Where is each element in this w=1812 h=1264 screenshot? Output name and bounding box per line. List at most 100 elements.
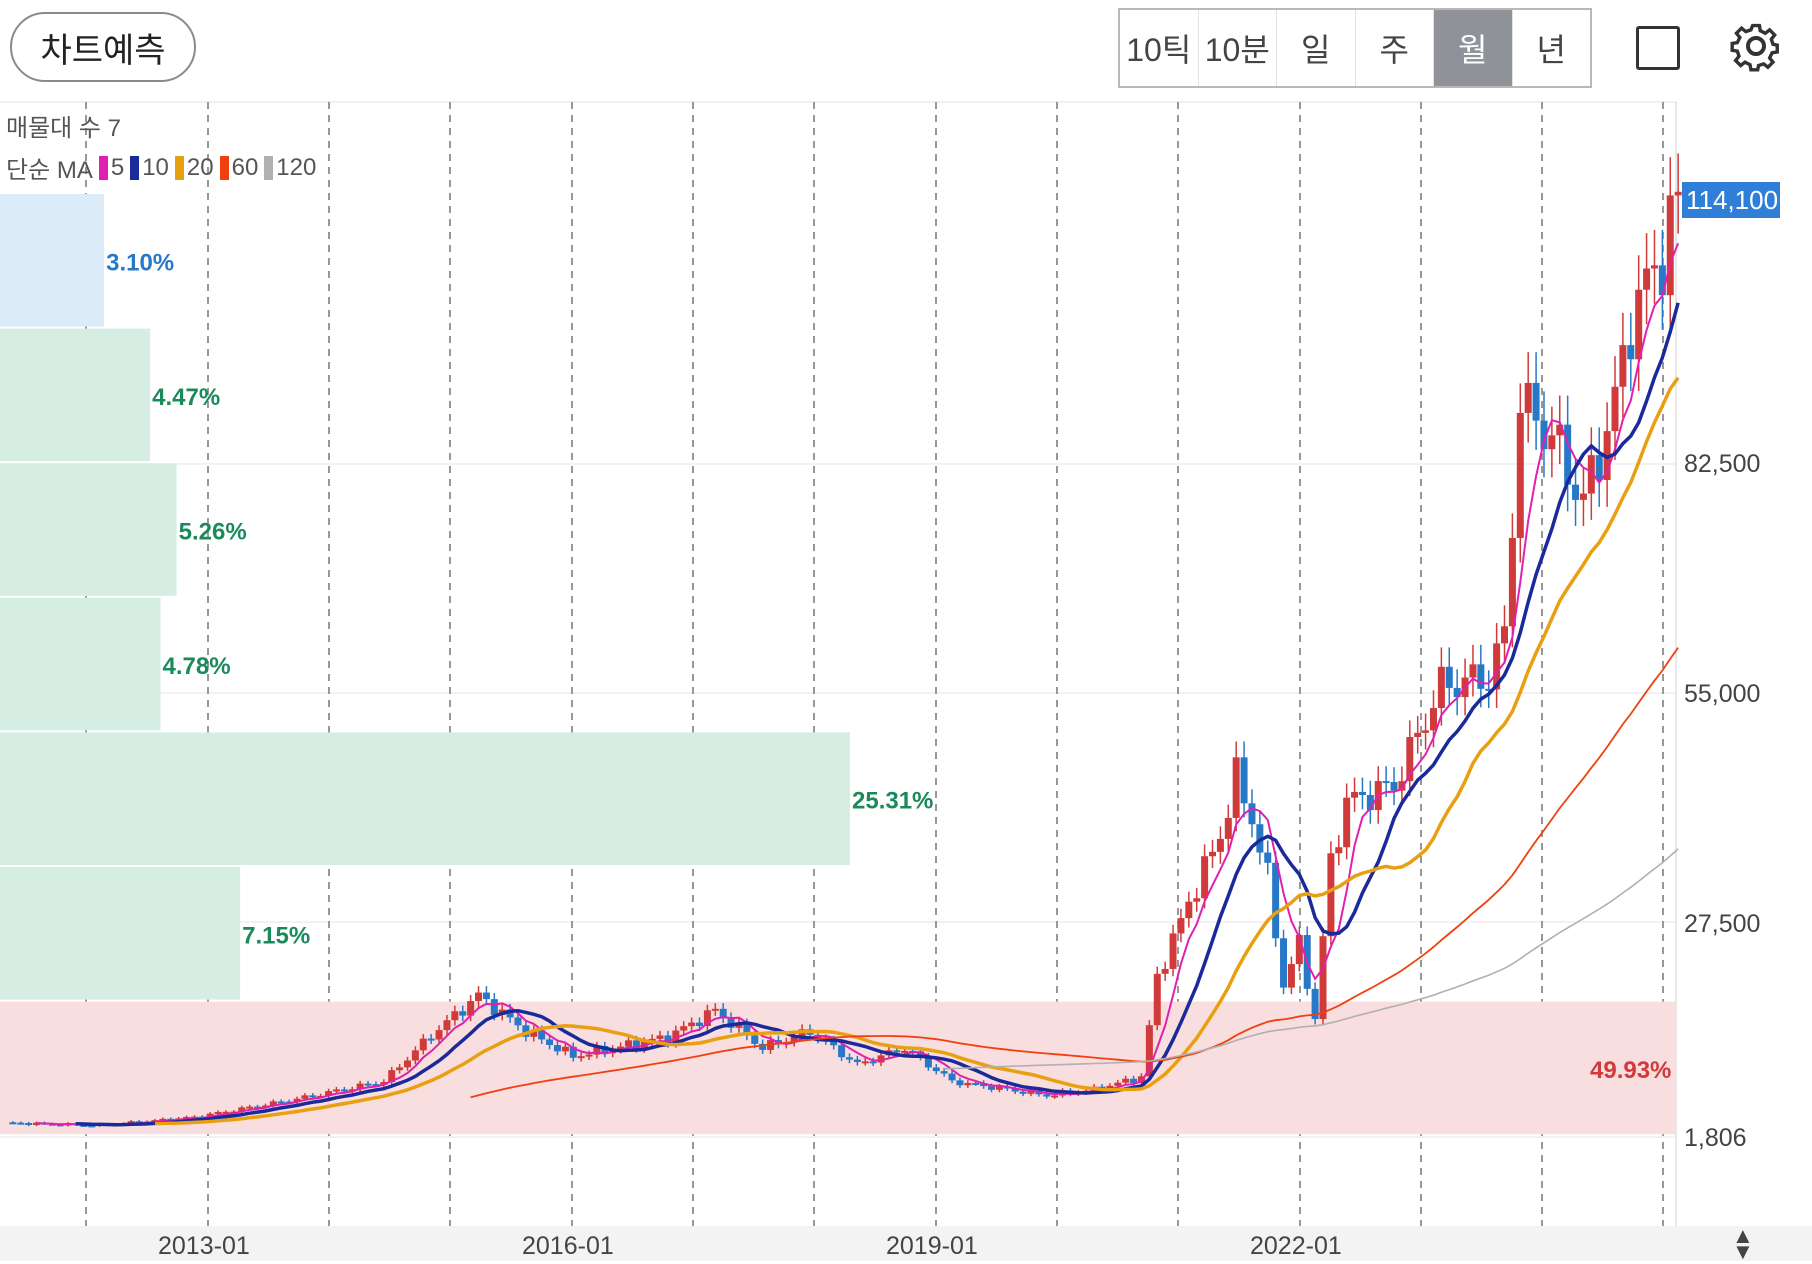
candle <box>624 1035 632 1051</box>
candle-body <box>1398 781 1406 791</box>
candle <box>427 1034 435 1045</box>
candle-body <box>33 1122 41 1126</box>
candle-body <box>1382 781 1390 784</box>
period-month-button[interactable]: 월 <box>1434 10 1513 86</box>
candle-body <box>1216 838 1224 852</box>
candle-body <box>1232 757 1240 818</box>
volume-profile-percent: 4.78% <box>163 653 231 680</box>
ma10-swatch <box>130 155 140 180</box>
x-tick-label: 2013-01 <box>158 1232 250 1260</box>
candle-body <box>790 1036 798 1043</box>
volume-profile-bar <box>0 597 161 731</box>
candle-body <box>727 1017 735 1028</box>
candle <box>703 1004 711 1032</box>
candle-body <box>25 1122 33 1126</box>
candle <box>940 1067 948 1077</box>
y-tick-label: 82,500 <box>1684 450 1761 478</box>
candle-body <box>861 1061 869 1064</box>
volume-profile-percent: 49.93% <box>1590 1057 1671 1084</box>
period-week-button[interactable]: 주 <box>1356 10 1434 86</box>
candle-body <box>404 1060 412 1068</box>
candle-body <box>482 992 490 1000</box>
candle <box>1406 720 1414 797</box>
candle-body <box>1635 289 1643 360</box>
candle <box>956 1077 964 1088</box>
candle <box>585 1050 593 1060</box>
candle <box>577 1052 585 1062</box>
candle-body <box>88 1125 96 1128</box>
candle <box>9 1121 17 1125</box>
period-day-button[interactable]: 일 <box>1277 10 1356 86</box>
x-tick-label: 2016-01 <box>522 1232 614 1260</box>
candle <box>1240 741 1248 818</box>
candle <box>1587 427 1595 520</box>
candle-body <box>932 1067 940 1072</box>
candle-body <box>1532 382 1540 421</box>
candle-body <box>751 1035 759 1044</box>
ma60-line <box>470 647 1679 1099</box>
candle-body <box>246 1106 254 1109</box>
candle <box>1643 233 1651 325</box>
candle <box>1548 406 1556 478</box>
period-year-button[interactable]: 년 <box>1536 32 1566 68</box>
volume-profile-percent: 3.10% <box>106 249 174 276</box>
chart-predict-button[interactable]: 차트예측 <box>10 12 196 82</box>
candle-body <box>869 1061 877 1064</box>
x-tick-label: 2022-01 <box>1250 1232 1342 1260</box>
candle-body <box>56 1124 64 1127</box>
candle <box>1627 312 1635 391</box>
candle-body <box>1043 1094 1051 1097</box>
candle-body <box>1650 265 1658 269</box>
candle-body <box>475 992 483 1002</box>
candle-body <box>1351 792 1359 798</box>
candle-body <box>1469 664 1477 678</box>
candle-body <box>1201 856 1209 899</box>
candle-body <box>1666 195 1674 296</box>
candle <box>419 1034 427 1055</box>
candle-body <box>238 1107 246 1112</box>
top-toolbar: 차트예측 10틱 10분 일 주 월 년 <box>0 0 1812 100</box>
candle-body <box>1169 933 1177 969</box>
volume-profile-bar <box>0 867 241 1000</box>
candle-body <box>427 1038 435 1041</box>
candle-body <box>388 1070 396 1083</box>
candle-body <box>624 1040 632 1047</box>
candle <box>17 1121 25 1125</box>
candle-body <box>940 1071 948 1074</box>
candle <box>845 1053 853 1064</box>
volume-profile-percent: 7.15% <box>242 922 310 949</box>
scroll-arrows-icon[interactable]: ▲ ▼ <box>1732 1223 1754 1264</box>
candle <box>1358 777 1366 810</box>
candle-body <box>1287 964 1295 988</box>
candle-body <box>1437 666 1445 709</box>
fullscreen-icon[interactable] <box>1636 26 1680 70</box>
candle-body <box>1429 708 1437 731</box>
candle-body <box>514 1017 522 1026</box>
candle <box>1390 767 1398 806</box>
volume-profile-bar <box>0 732 850 865</box>
moving-average-legend: 단순 MA 5 10 20 60 120 <box>6 150 316 185</box>
candle-body <box>348 1089 356 1092</box>
candle-body <box>743 1023 751 1036</box>
candle-body <box>1272 862 1280 939</box>
candle-body <box>1019 1091 1027 1094</box>
candle <box>1469 644 1477 697</box>
candle-body <box>719 1008 727 1018</box>
candle-body <box>1327 853 1335 937</box>
gear-icon[interactable] <box>1726 16 1786 76</box>
candle-body <box>1027 1090 1035 1094</box>
candle-body <box>838 1045 846 1058</box>
period-10min-button[interactable]: 10분 <box>1199 10 1277 86</box>
candle <box>1232 741 1240 832</box>
candle <box>475 986 483 1008</box>
candle-body <box>1193 898 1201 902</box>
candle <box>1335 835 1343 866</box>
candle <box>1422 713 1430 750</box>
period-10tick-button[interactable]: 10틱 <box>1120 10 1199 86</box>
x-tick-label: 2019-01 <box>886 1232 978 1260</box>
candle <box>1516 383 1524 563</box>
candle <box>688 1017 696 1032</box>
candle-body <box>1358 792 1366 796</box>
candle-body <box>1145 1025 1153 1077</box>
